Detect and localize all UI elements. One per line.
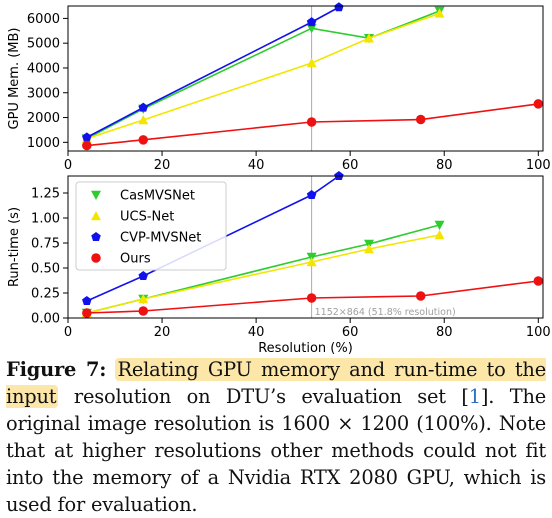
x-tick-label: 40: [248, 158, 265, 173]
x-axis-label: Resolution (%): [258, 341, 353, 356]
data-point-cvp-mvsnet: [82, 296, 92, 306]
caption-text-1: resolution on DTU’s evaluation set [: [73, 385, 469, 408]
chart-2: 1152×864 (51.8% resolution) 0 20 40 60 80 100 0…: [7, 171, 551, 356]
y-tick-label: 0.75: [31, 237, 60, 252]
y-tick-label: 5000: [27, 37, 60, 52]
chart-1: 0 20 40 60 80 100 1000 2000 3000 4000 5000 6000 GPU …: [7, 2, 551, 173]
data-point-ucs-net: [363, 33, 374, 43]
y-axis-label: GPU Mem. (MB): [7, 28, 22, 130]
data-point-cvp-mvsnet: [82, 132, 92, 142]
reference-vline-label: 1152×864 (51.8% resolution): [315, 307, 456, 318]
series-line-cvp-mvsnet: [86, 6, 340, 139]
y-tick-label: 2000: [27, 111, 60, 126]
figure-caption: Figure 7: Relating GPU memory and run-ti…: [6, 356, 546, 518]
x-tick-label: 0: [64, 158, 72, 173]
y-tick-label: 1.00: [31, 212, 60, 227]
x-tick-label: 40: [248, 325, 265, 340]
legend-label-ours: Ours: [120, 252, 151, 267]
x-tick-label: 60: [342, 158, 359, 173]
x-tick-label: 20: [154, 325, 171, 340]
data-point-cvp-mvsnet: [334, 2, 344, 12]
data-point-ucs-net: [306, 58, 317, 68]
y-tick-label: 1000: [27, 136, 60, 151]
x-tick-label: 100: [526, 158, 551, 173]
y-axis-label: Run-time (s): [7, 207, 22, 287]
y-tick-label: 1.25: [31, 187, 60, 202]
data-point-ours: [306, 117, 317, 127]
data-point-ours: [82, 308, 92, 318]
series-line-cvp-mvsnet: [86, 175, 340, 302]
data-point-casmvsnet: [434, 220, 445, 230]
data-point-casmvsnet: [306, 24, 317, 34]
data-point-ucs-net: [138, 294, 149, 304]
caption-citation-link[interactable]: 1: [468, 385, 481, 408]
data-point-cvp-mvsnet: [306, 190, 317, 200]
plot-frame: [67, 5, 544, 152]
data-point-ucs-net: [434, 230, 445, 240]
series-line-casmvsnet: [86, 10, 440, 140]
data-point-ucs-net: [138, 115, 149, 125]
legend-marker-ours: [91, 253, 101, 263]
data-point-ucs-net: [306, 257, 317, 267]
data-point-ucs-net: [363, 244, 374, 254]
figure: 0 20 40 60 80 100 1000 2000 3000 4000 5000 6000 GPU …: [6, 2, 551, 516]
legend: CasMVSNet UCS-Net CVP-MVSNet Ours: [75, 181, 227, 271]
data-point-ucs-net: [434, 8, 445, 18]
data-point-cvp-mvsnet: [138, 102, 149, 112]
data-point-ours: [82, 140, 92, 151]
data-point-ours: [533, 276, 544, 286]
x-tick-label: 0: [64, 325, 72, 340]
data-point-ours: [138, 135, 148, 145]
legend-label-cvp-mvsnet: CVP-MVSNet: [120, 231, 201, 246]
charts-canvas: 0 20 40 60 80 100100020003000400050006000GPU …: [7, 2, 551, 356]
y-tick-label: 0.00: [31, 312, 60, 327]
legend-box: [75, 181, 227, 271]
legend-marker-cvp-mvsnet: [91, 232, 101, 242]
legend-marker-ucs-net: [91, 211, 101, 221]
caption-figure-label: Figure 7:: [6, 358, 107, 381]
data-point-ours: [306, 293, 317, 303]
data-point-cvp-mvsnet: [138, 271, 149, 281]
data-point-ours: [533, 99, 544, 109]
data-point-ours: [138, 306, 148, 316]
x-tick-label: 20: [154, 158, 171, 173]
x-tick-label: 80: [436, 325, 453, 340]
data-point-ours: [415, 114, 426, 125]
y-tick-label: 0.50: [31, 262, 60, 277]
data-point-ours: [415, 291, 426, 301]
y-tick-label: 4000: [27, 61, 60, 76]
x-tick-label: 80: [436, 158, 453, 173]
y-tick-label: 6000: [27, 12, 60, 27]
legend-marker-casmvsnet: [91, 190, 101, 200]
plot-frame: [67, 175, 544, 319]
y-tick-label: 0.25: [31, 287, 60, 302]
data-point-cvp-mvsnet: [306, 17, 317, 27]
y-tick-label: 3000: [27, 86, 60, 101]
caption-text-2: ]. The original image resolution is 1600…: [6, 385, 547, 516]
x-tick-label: 100: [526, 325, 551, 340]
x-tick-label: 60: [342, 325, 359, 340]
legend-label-casmvsnet: CasMVSNet: [120, 189, 195, 204]
legend-label-ucs-net: UCS-Net: [120, 210, 174, 225]
